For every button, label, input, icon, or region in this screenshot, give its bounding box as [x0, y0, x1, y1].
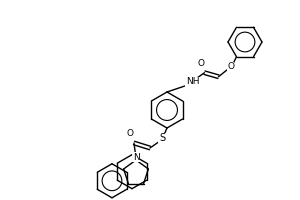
Text: O: O — [127, 130, 134, 138]
Text: S: S — [159, 133, 165, 143]
Text: NH: NH — [186, 77, 199, 86]
Text: N: N — [133, 152, 140, 162]
Text: O: O — [227, 62, 234, 71]
Text: O: O — [198, 59, 205, 68]
